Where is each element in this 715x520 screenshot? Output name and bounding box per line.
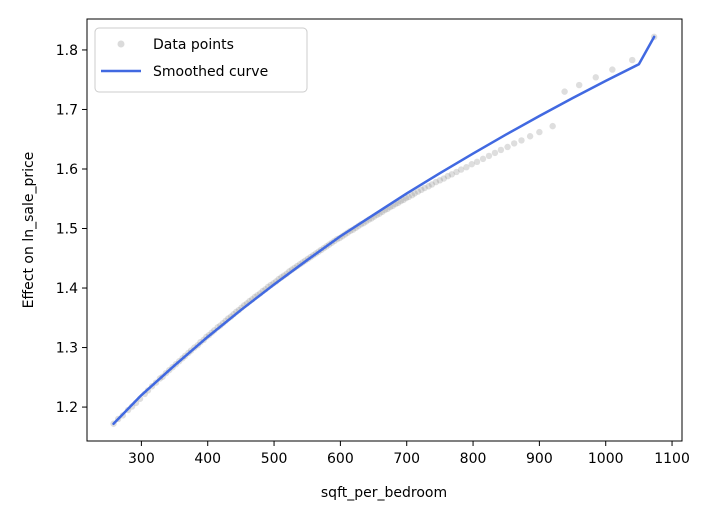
data-point — [549, 122, 556, 130]
x-tick-label: 600 — [327, 451, 354, 467]
data-point — [453, 168, 460, 176]
data-point — [402, 194, 410, 202]
y-tick-label: 1.3 — [56, 341, 78, 357]
x-tick-label: 1100 — [654, 451, 690, 467]
y-tick-label: 1.5 — [56, 222, 78, 238]
data-point — [414, 188, 422, 195]
data-point — [526, 133, 534, 140]
plot-frame — [86, 18, 683, 442]
y-tick-label: 1.6 — [56, 162, 78, 178]
y-axis-ticks: 1.2 1.3 1.4 1.5 1.6 1.7 1.8 — [56, 43, 87, 416]
x-tick-label: 700 — [393, 451, 420, 467]
x-tick-label: 900 — [526, 451, 553, 467]
data-point — [405, 193, 412, 201]
smoothed-curve — [112, 35, 656, 425]
data-point — [468, 161, 475, 168]
x-tick-label: 400 — [194, 451, 221, 467]
x-tick-label: 800 — [460, 451, 487, 467]
x-tick-label: 1000 — [588, 451, 624, 467]
y-axis-label: Effect on ln_sale_price — [21, 152, 37, 309]
data-point — [408, 191, 416, 199]
data-point — [411, 190, 418, 197]
legend-label-smoothed-curve: Smoothed curve — [153, 64, 268, 80]
data-point — [491, 149, 499, 157]
data-point — [504, 143, 511, 151]
data-point — [561, 88, 568, 95]
x-axis-ticks: 300 400 500 600 700 800 900 1000 1100 — [128, 441, 690, 467]
x-tick-label: 500 — [261, 451, 288, 467]
data-point — [448, 171, 456, 178]
data-point — [479, 155, 487, 163]
y-tick-label: 1.7 — [56, 102, 78, 118]
data-point — [463, 164, 470, 171]
data-point — [421, 184, 428, 192]
data-point — [510, 140, 518, 147]
x-tick-label: 300 — [128, 451, 155, 467]
data-point — [536, 128, 543, 136]
y-tick-label: 1.4 — [56, 281, 78, 297]
legend-frame — [94, 27, 308, 93]
data-point — [518, 137, 525, 144]
legend-marker-data-points — [117, 40, 125, 48]
data-point — [425, 183, 432, 190]
plot-area — [86, 18, 683, 442]
y-tick-label: 1.8 — [56, 43, 78, 59]
y-tick-label: 1.2 — [56, 400, 78, 416]
data-point — [400, 196, 407, 204]
data-point — [444, 172, 452, 180]
data-point — [629, 56, 636, 64]
data-point — [436, 177, 444, 184]
data-point — [432, 178, 440, 186]
legend-label-data-points: Data points — [153, 37, 234, 53]
data-point — [428, 181, 436, 188]
data-point — [575, 81, 583, 89]
x-axis-label: sqft_per_bedroom — [321, 485, 447, 501]
legend: Data points Smoothed curve — [94, 27, 308, 93]
data-point — [473, 158, 481, 166]
data-point — [485, 152, 493, 160]
data-point — [609, 66, 616, 73]
smoothed-curve-layer — [112, 35, 656, 425]
data-point — [418, 186, 425, 194]
data-point — [592, 74, 599, 81]
data-point — [497, 146, 505, 154]
data-point — [440, 175, 448, 182]
data-point — [457, 166, 465, 173]
